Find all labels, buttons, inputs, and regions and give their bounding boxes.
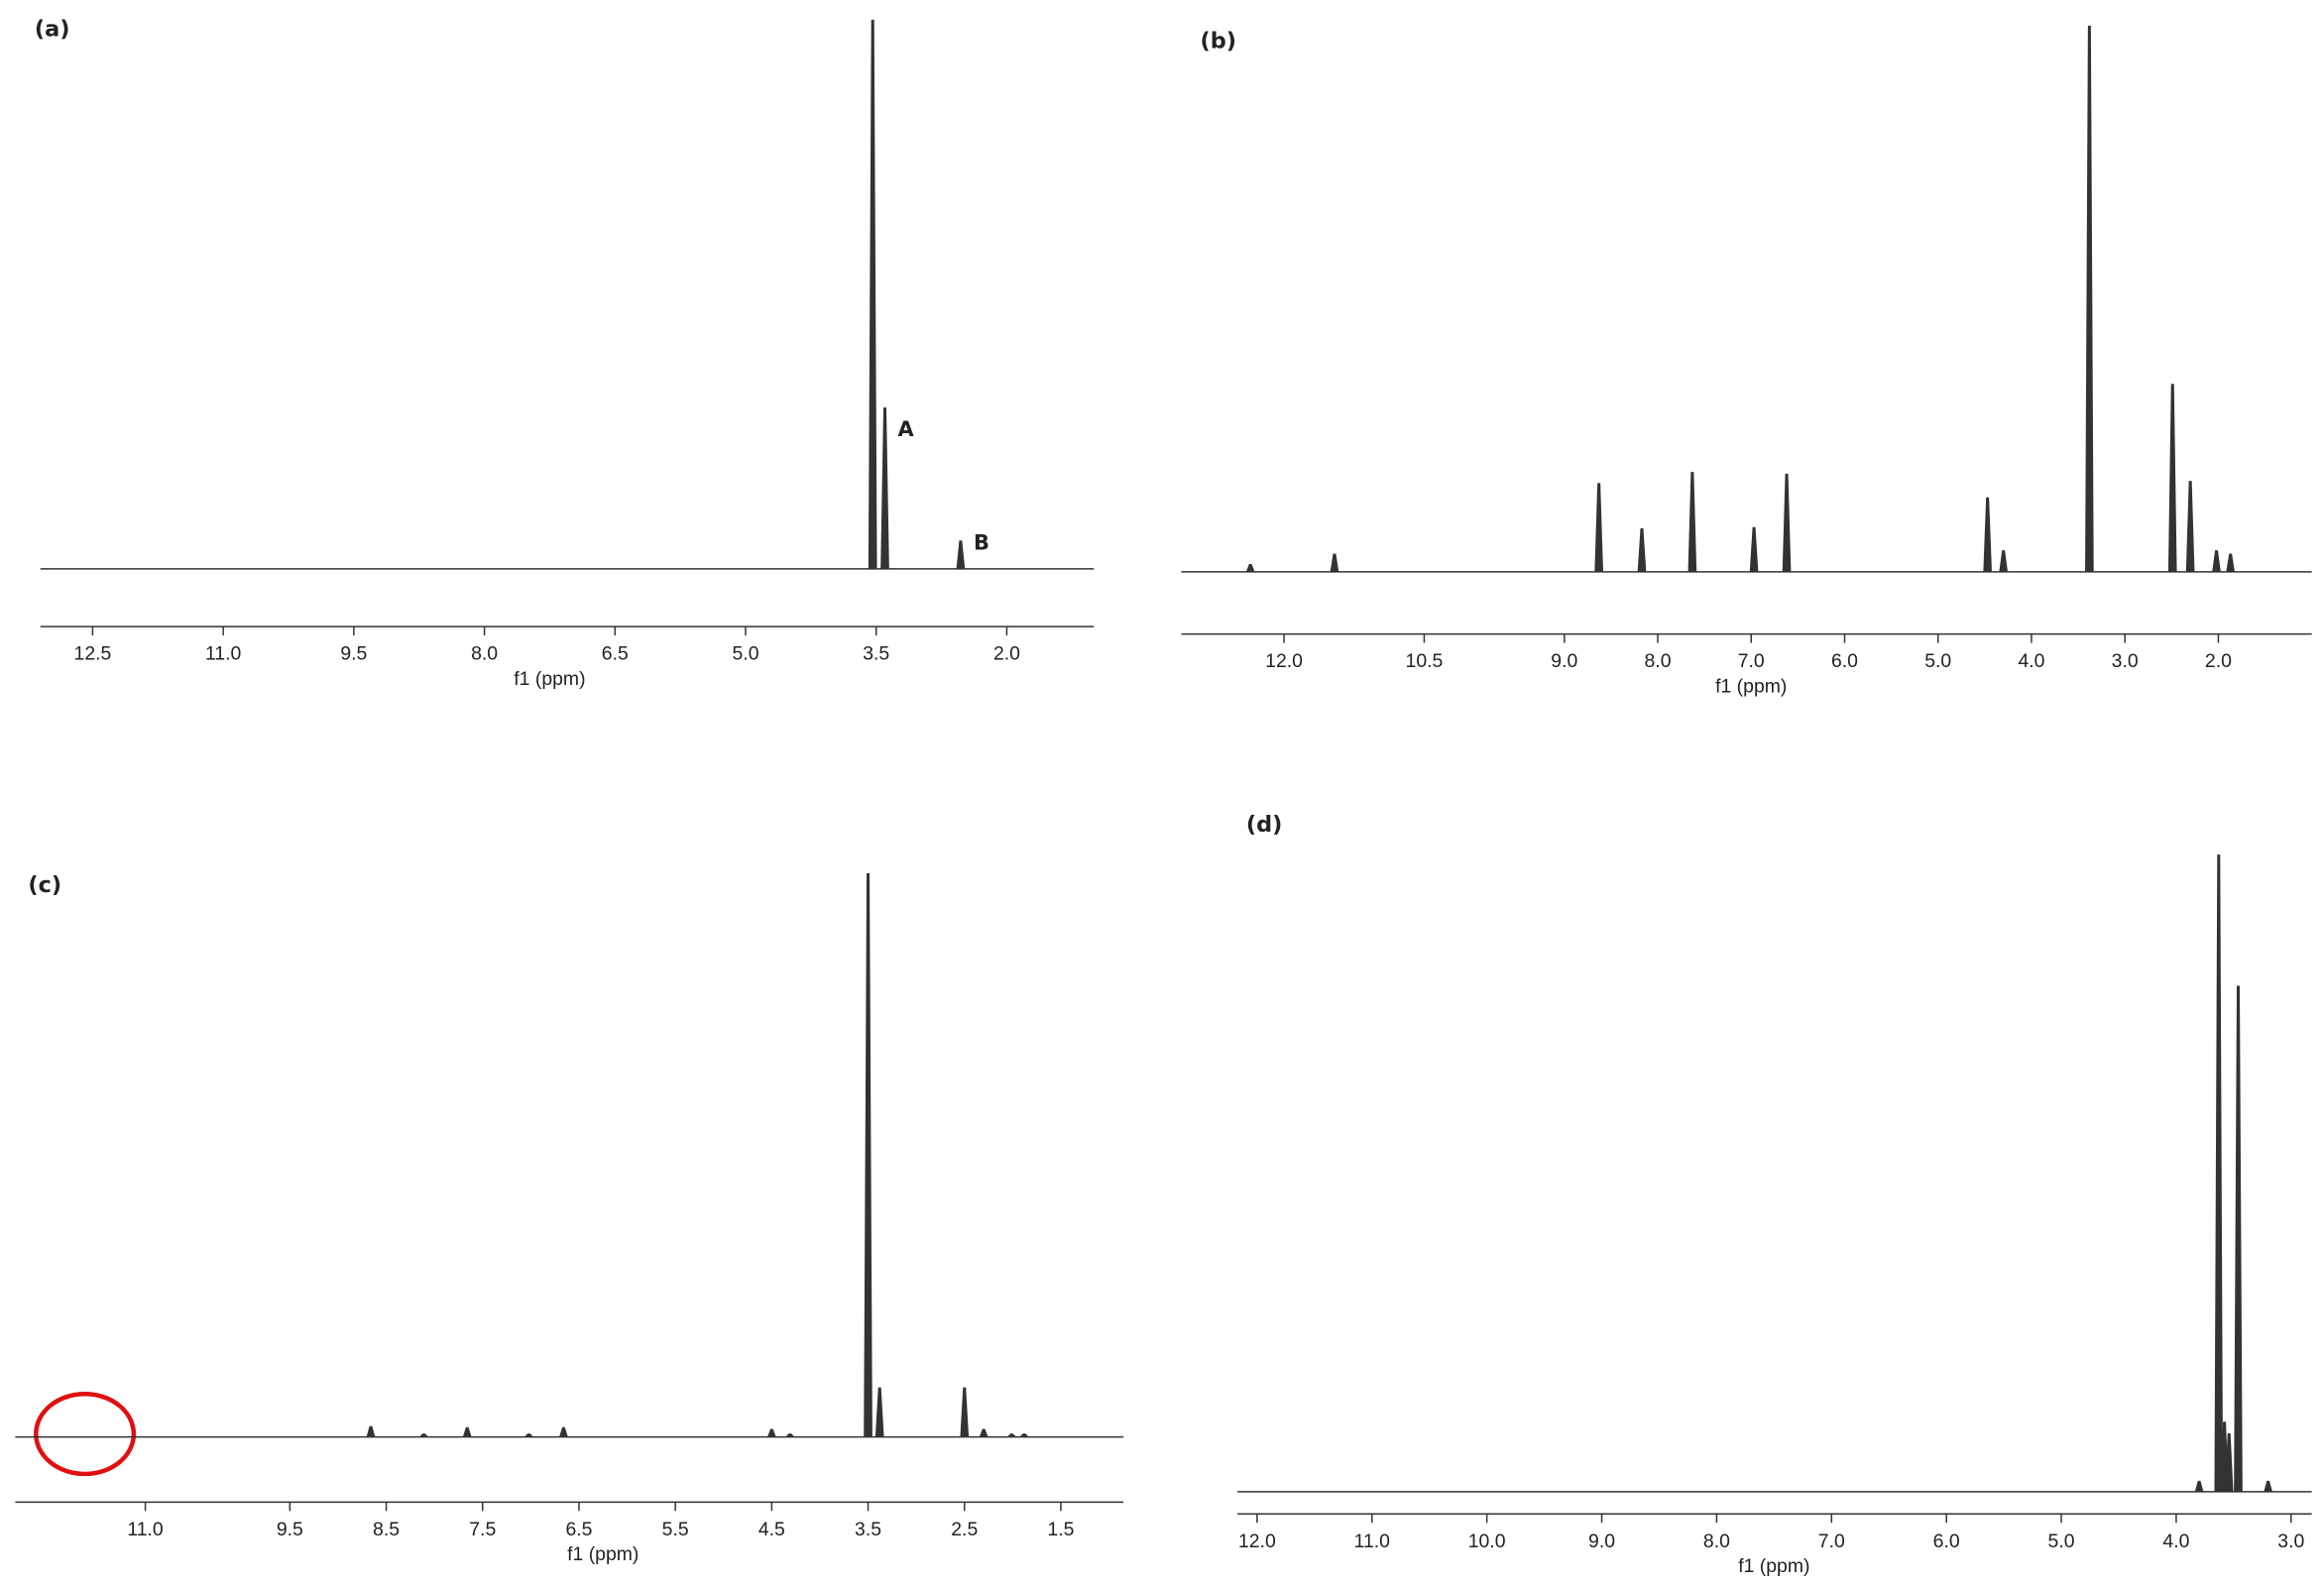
x-tick-label: 4.0 bbox=[2018, 650, 2044, 672]
x-tick-label: 8.0 bbox=[1703, 1531, 1730, 1552]
x-tick-label: 4.0 bbox=[2162, 1531, 2189, 1552]
peak bbox=[1007, 1433, 1016, 1437]
x-tick-label: 11.0 bbox=[1354, 1531, 1391, 1552]
x-tick-label: 12.0 bbox=[1238, 1531, 1276, 1552]
x-tick-label: 5.0 bbox=[1924, 650, 1951, 672]
peak bbox=[1637, 527, 1647, 572]
peak bbox=[979, 1428, 988, 1437]
x-tick-label: 5.5 bbox=[662, 1519, 689, 1540]
peak bbox=[2185, 481, 2195, 572]
x-tick-label: 9.0 bbox=[1551, 650, 1577, 672]
peak bbox=[366, 1425, 376, 1437]
x-tick-label: 11.0 bbox=[205, 643, 242, 665]
x-tick-label: 3.0 bbox=[2277, 1531, 2304, 1552]
x-tick-label: 5.0 bbox=[2048, 1531, 2075, 1552]
peak bbox=[2212, 550, 2221, 572]
highlight-circle bbox=[34, 1391, 137, 1477]
panel-title: (d) bbox=[1246, 812, 1283, 838]
peak bbox=[767, 1428, 776, 1437]
peak bbox=[785, 1433, 794, 1437]
peak bbox=[1687, 472, 1697, 572]
peak bbox=[462, 1426, 472, 1437]
x-tick-label: 6.0 bbox=[1933, 1531, 1960, 1552]
x-tick-label: 9.5 bbox=[277, 1519, 303, 1540]
panel-title: (a) bbox=[35, 16, 70, 42]
x-axis-label: f1 (ppm) bbox=[514, 668, 585, 690]
x-tick-label: 8.5 bbox=[373, 1519, 400, 1540]
x-tick-label: 7.0 bbox=[1818, 1531, 1845, 1552]
peak bbox=[1594, 483, 1603, 572]
peak bbox=[524, 1433, 533, 1437]
x-tick-label: 2.5 bbox=[951, 1519, 978, 1540]
annotation: A bbox=[897, 417, 914, 441]
peak bbox=[2194, 1480, 2204, 1493]
x-tick-label: 12.5 bbox=[74, 643, 112, 665]
x-tick-label: 5.0 bbox=[733, 643, 759, 665]
peak bbox=[1330, 553, 1339, 572]
x-tick-label: 3.5 bbox=[863, 643, 889, 665]
panel-title: (b) bbox=[1201, 28, 1237, 54]
x-tick-label: 3.0 bbox=[2112, 650, 2139, 672]
peak bbox=[2264, 1480, 2272, 1493]
peak bbox=[868, 19, 877, 569]
x-tick-label: 2.0 bbox=[2205, 650, 2232, 672]
peak bbox=[2214, 854, 2224, 1492]
x-tick-label: 4.5 bbox=[758, 1519, 785, 1540]
peak bbox=[1245, 564, 1255, 573]
x-tick-label: 12.0 bbox=[1265, 650, 1303, 672]
peak bbox=[1782, 473, 1792, 572]
panel-title: (c) bbox=[28, 872, 61, 898]
peak bbox=[1999, 550, 2009, 572]
peak bbox=[2224, 1432, 2234, 1492]
peak bbox=[2226, 553, 2236, 572]
x-axis-label: f1 (ppm) bbox=[1738, 1555, 1809, 1577]
x-tick-label: 6.5 bbox=[565, 1519, 592, 1540]
x-tick-label: 10.5 bbox=[1406, 650, 1444, 672]
annotation: B bbox=[974, 531, 989, 555]
peak bbox=[960, 1387, 970, 1437]
peak bbox=[864, 872, 872, 1437]
x-tick-label: 7.5 bbox=[469, 1519, 496, 1540]
x-tick-label: 7.0 bbox=[1738, 650, 1765, 672]
peak bbox=[1749, 526, 1759, 572]
peak bbox=[1983, 497, 1992, 572]
x-tick-label: 3.5 bbox=[855, 1519, 881, 1540]
x-tick-label: 10.0 bbox=[1468, 1531, 1506, 1552]
x-tick-label: 11.0 bbox=[127, 1519, 164, 1540]
peak bbox=[2167, 384, 2177, 572]
x-tick-label: 9.0 bbox=[1588, 1531, 1615, 1552]
x-tick-label: 6.5 bbox=[602, 643, 629, 665]
x-tick-label: 8.0 bbox=[1645, 650, 1672, 672]
peak bbox=[2085, 25, 2094, 572]
peak bbox=[2234, 985, 2243, 1492]
peak bbox=[559, 1426, 568, 1437]
peak bbox=[880, 407, 889, 569]
x-tick-label: 2.0 bbox=[993, 643, 1020, 665]
x-axis-label: f1 (ppm) bbox=[567, 1543, 639, 1565]
peak bbox=[956, 540, 966, 569]
x-tick-label: 1.5 bbox=[1047, 1519, 1074, 1540]
peak bbox=[1019, 1433, 1029, 1437]
x-tick-label: 9.5 bbox=[340, 643, 367, 665]
peak bbox=[419, 1433, 428, 1437]
peak bbox=[874, 1387, 884, 1437]
x-tick-label: 8.0 bbox=[471, 643, 498, 665]
x-tick-label: 6.0 bbox=[1831, 650, 1858, 672]
x-axis-label: f1 (ppm) bbox=[1715, 676, 1787, 698]
